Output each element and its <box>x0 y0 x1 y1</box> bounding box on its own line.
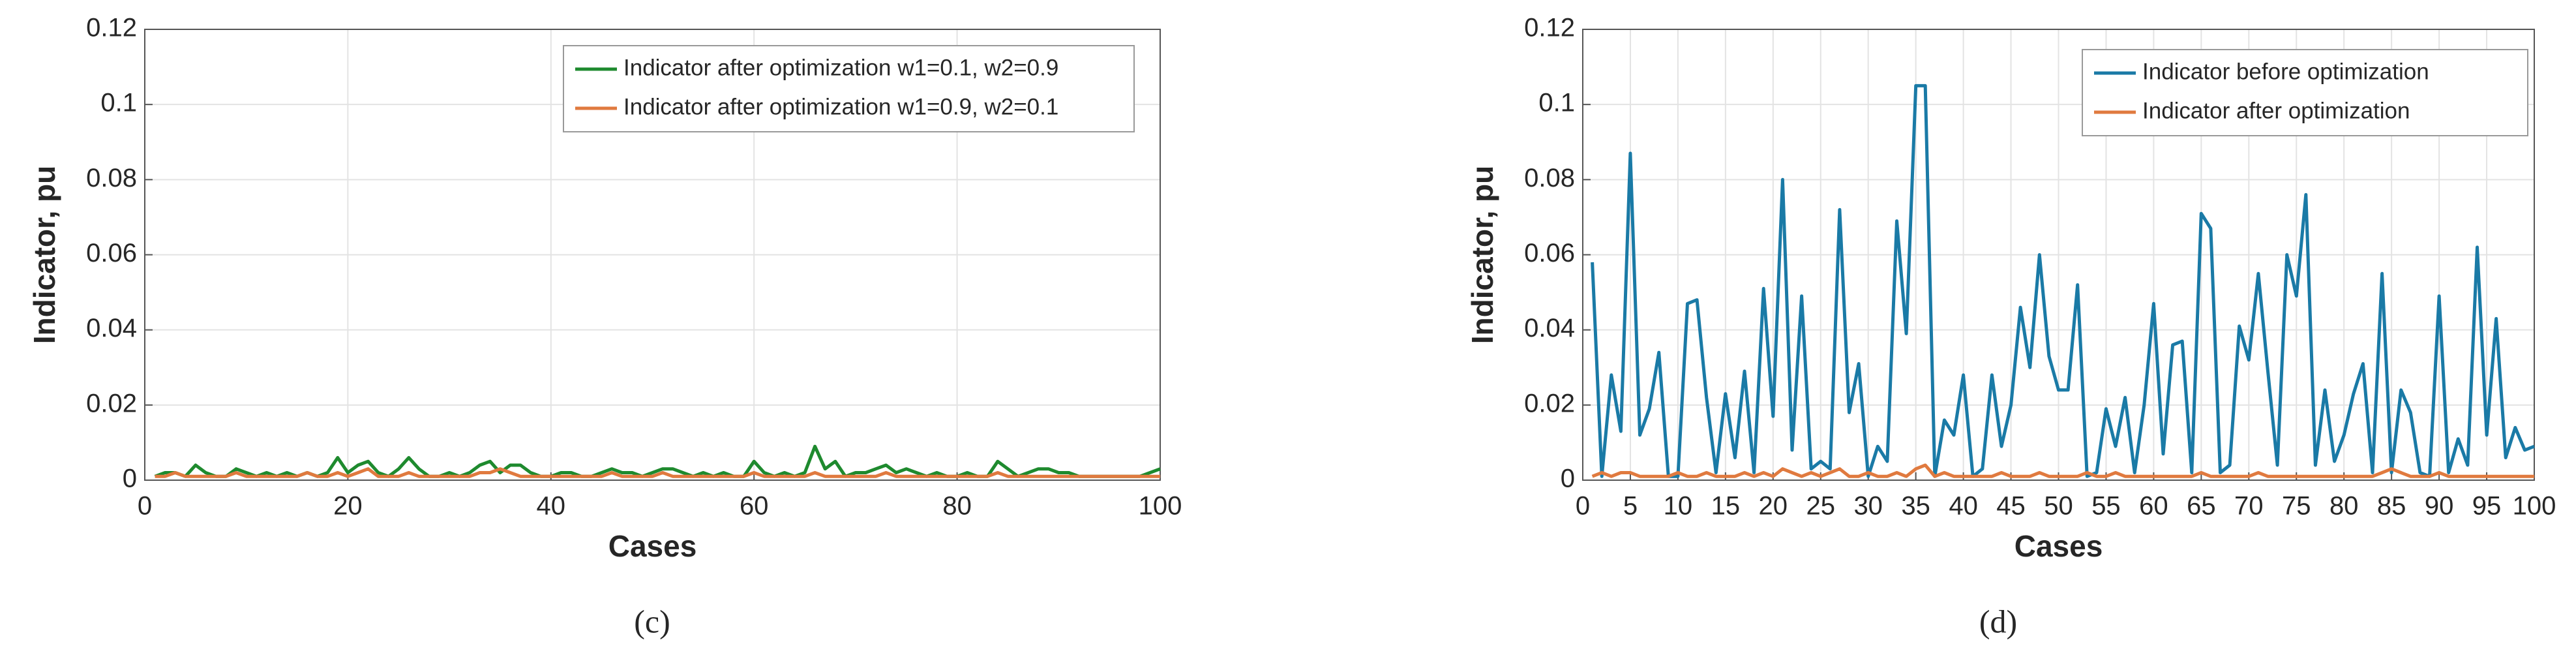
legend-box <box>2082 49 2528 136</box>
x-tick-label: 10 <box>1664 492 1693 521</box>
x-tick-label: 30 <box>1853 492 1883 521</box>
y-tick-label: 0.06 <box>1524 239 1575 267</box>
x-tick-label: 40 <box>1949 492 1978 521</box>
x-tick-label: 25 <box>1806 492 1836 521</box>
x-tick-label: 60 <box>2139 492 2168 521</box>
legend-box <box>563 45 1135 132</box>
data-line <box>154 444 1161 478</box>
axes-box <box>1582 29 2535 481</box>
y-tick-label: 0.1 <box>1538 89 1575 117</box>
y-tick-label: 0.06 <box>86 239 137 267</box>
x-tick-label: 100 <box>2513 492 2556 521</box>
x-tick-label: 5 <box>1623 492 1638 521</box>
legend-label: Indicator before optimization <box>2142 59 2429 84</box>
x-tick-label: 45 <box>1996 492 2026 521</box>
legend-label: Indicator after optimization <box>2142 98 2410 123</box>
x-tick-label: 85 <box>2377 492 2406 521</box>
axes-box <box>144 29 1161 481</box>
x-tick-label: 0 <box>138 492 152 521</box>
x-tick-label: 80 <box>2329 492 2359 521</box>
y-tick-label: 0.02 <box>86 389 137 418</box>
x-tick-label: 95 <box>2472 492 2502 521</box>
data-line <box>1591 463 2534 478</box>
x-tick-label: 90 <box>2425 492 2454 521</box>
x-axis-title: Cases <box>608 529 697 563</box>
x-tick-label: 15 <box>1711 492 1741 521</box>
x-tick-label: 55 <box>2091 492 2121 521</box>
y-tick-label: 0.08 <box>1524 164 1575 192</box>
x-tick-label: 70 <box>2234 492 2264 521</box>
legend-label: Indicator after optimization w1=0.9, w2=… <box>623 94 1058 119</box>
y-tick-label: 0.12 <box>86 14 137 42</box>
y-tick-label: 0.08 <box>86 164 137 192</box>
y-tick-label: 0.04 <box>1524 314 1575 343</box>
y-axis-title: Indicator, pu <box>1465 166 1499 344</box>
x-tick-label: 60 <box>740 492 769 521</box>
x-tick-label: 20 <box>1759 492 1788 521</box>
legend-label: Indicator after optimization w1=0.1, w2=… <box>623 55 1058 80</box>
data-line <box>1591 84 2535 478</box>
caption: (c) <box>634 603 670 639</box>
x-tick-label: 20 <box>333 492 363 521</box>
y-tick-label: 0 <box>1561 465 1575 493</box>
x-tick-label: 35 <box>1901 492 1930 521</box>
x-tick-label: 0 <box>1576 492 1590 521</box>
x-tick-label: 40 <box>537 492 566 521</box>
y-axis-title: Indicator, pu <box>27 166 61 344</box>
x-tick-label: 100 <box>1139 492 1182 521</box>
x-tick-label: 75 <box>2282 492 2311 521</box>
x-tick-label: 50 <box>2044 492 2073 521</box>
data-line <box>155 467 1160 478</box>
caption: (d) <box>1979 603 2017 639</box>
x-tick-label: 65 <box>2187 492 2216 521</box>
y-tick-label: 0.1 <box>100 89 137 117</box>
y-tick-label: 0.12 <box>1524 14 1575 42</box>
y-tick-label: 0 <box>123 465 137 493</box>
x-axis-title: Cases <box>2014 529 2103 563</box>
y-tick-label: 0.04 <box>86 314 137 343</box>
y-tick-label: 0.02 <box>1524 389 1575 418</box>
x-tick-label: 80 <box>942 492 972 521</box>
